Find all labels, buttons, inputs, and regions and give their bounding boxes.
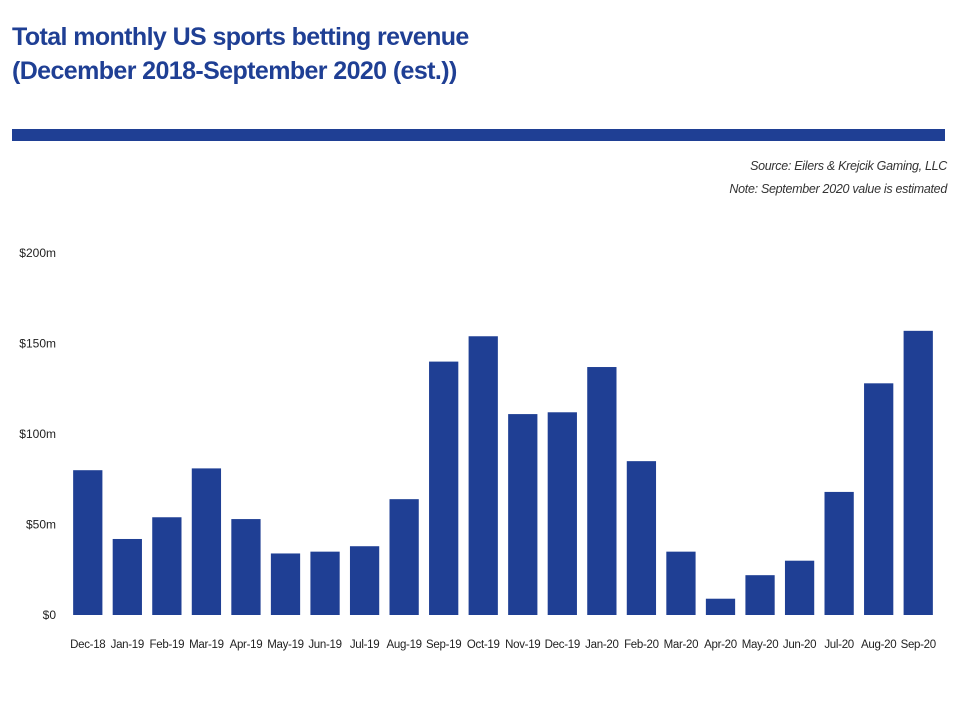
bar-sep-20 [903,330,933,615]
x-tick-label: Oct-19 [467,639,500,651]
y-tick-label: $200m [19,246,56,260]
bar-jul-20 [824,491,854,615]
x-tick-label: Apr-20 [704,639,737,651]
bar-nov-19 [508,414,538,615]
x-tick-label: Jun-19 [308,639,341,651]
bar-series [73,330,933,615]
estimate-note: Note: September 2020 value is estimated [729,182,947,196]
x-tick-label: May-19 [267,639,304,651]
x-tick-label: Sep-19 [426,639,461,651]
x-tick-label: Aug-20 [861,639,896,651]
bar-jun-19 [310,551,340,615]
bar-feb-19 [152,517,182,615]
x-tick-label: Jul-19 [350,639,380,651]
x-tick-label: Nov-19 [505,639,540,651]
x-tick-label: Dec-19 [545,639,580,651]
x-axis: Dec-18 Jan-19 Feb-19 Mar-19 Apr-19 May-19 Jun-… [70,639,936,651]
y-tick-label: $0 [43,608,57,622]
bar-aug-19 [389,499,419,615]
chart-notes: Source: Eilers & Krejcik Gaming, LLC Not… [729,155,947,201]
bar-dec-19 [547,412,577,615]
x-tick-label: Mar-19 [189,639,224,651]
x-tick-label: Sep-20 [901,639,936,651]
bar-may-19 [270,553,301,615]
x-tick-label: Feb-20 [624,639,659,651]
bar-may-20 [745,575,775,615]
y-tick-label: $100m [19,427,56,441]
x-tick-label: Jan-20 [585,639,618,651]
bar-jan-20 [587,367,617,615]
bar-jun-20 [784,560,815,615]
chart-title-line-2: (December 2018-September 2020 (est.)) [12,57,457,85]
x-tick-label: Feb-19 [150,639,185,651]
y-tick-label: $50m [26,518,56,532]
bar-oct-19 [468,336,498,615]
x-tick-label: Jan-19 [111,639,144,651]
y-tick-label: $150m [19,337,56,351]
x-tick-label: Mar-20 [664,639,699,651]
chart-title: Total monthly US sports betting revenue … [12,20,469,88]
bar-jan-19 [112,538,142,615]
x-tick-label: Dec-18 [70,639,105,651]
source-note: Source: Eilers & Krejcik Gaming, LLC [750,159,947,173]
bar-sep-19 [429,361,459,615]
x-tick-label: May-20 [742,639,779,651]
y-axis: $0 $50m $100m $150m $200m [19,246,56,622]
bar-apr-20 [705,598,736,615]
x-tick-label: Jul-20 [824,639,854,651]
bar-mar-20 [666,551,696,615]
bar-dec-18 [73,470,103,615]
bar-jul-19 [349,546,380,615]
bar-mar-19 [191,468,222,615]
bar-aug-20 [864,383,894,615]
x-tick-label: Aug-19 [386,639,421,651]
chart-title-line-1: Total monthly US sports betting revenue [12,23,469,51]
bar-feb-20 [626,461,657,615]
bar-apr-19 [231,519,261,615]
x-tick-label: Apr-19 [230,639,263,651]
x-tick-label: Jun-20 [783,639,816,651]
title-divider-bar [12,129,945,141]
